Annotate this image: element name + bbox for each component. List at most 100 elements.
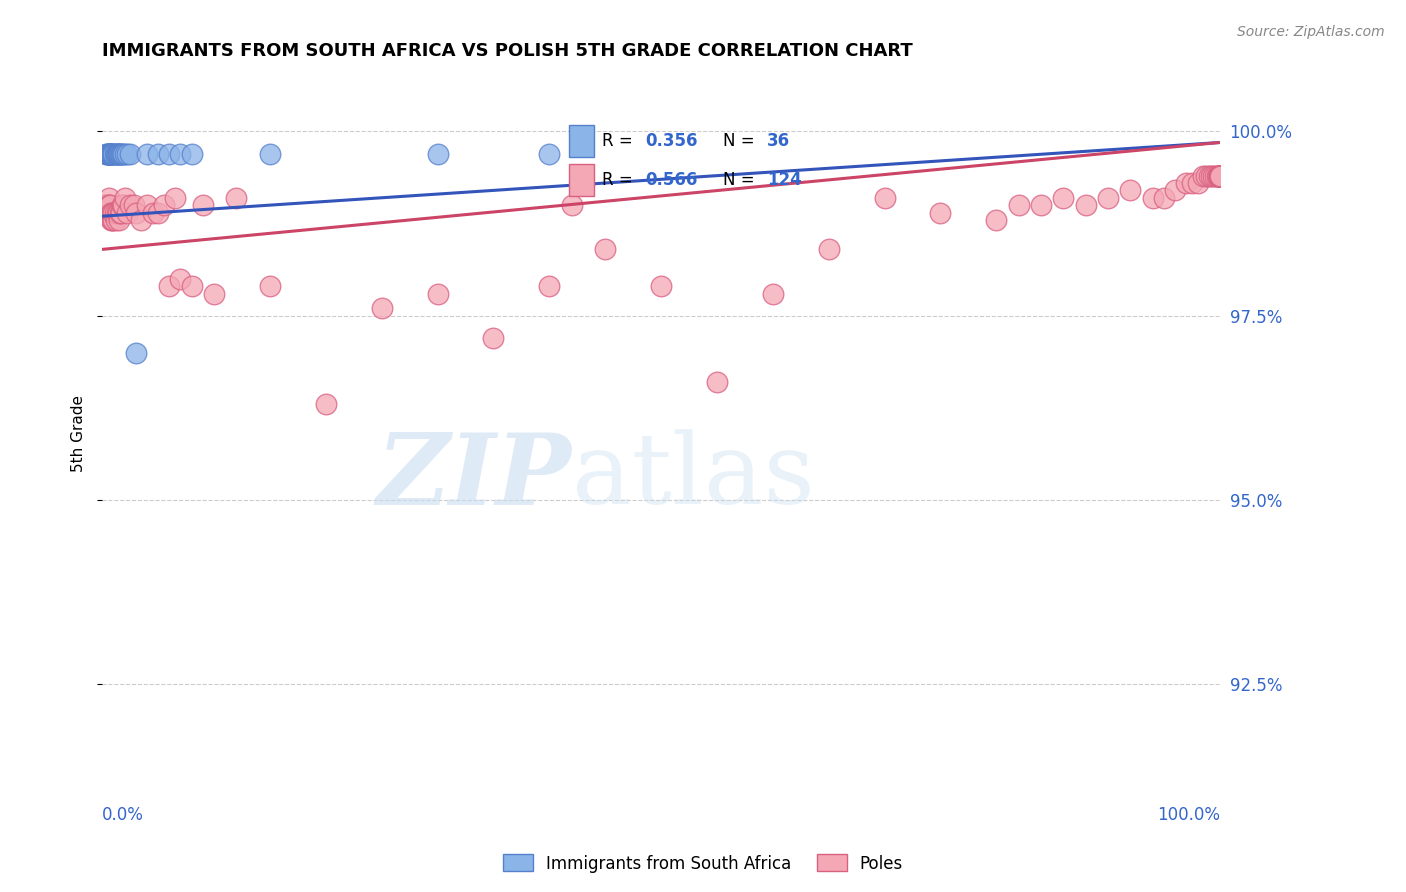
Point [426,286,449,301]
Point [1008,198,1031,212]
Point [538,279,561,293]
Point [929,205,952,219]
Point [97,146,120,161]
Point [112,146,135,161]
Point [96,146,118,161]
Point [103,205,125,219]
Point [104,146,127,161]
Point [110,146,132,161]
Point [96,198,118,212]
Point [1209,169,1232,183]
Point [94,146,117,161]
Text: 0.0%: 0.0% [103,806,143,824]
Point [94,198,117,212]
Point [97,198,120,212]
Point [1209,169,1232,183]
Point [103,205,125,219]
Point [120,146,142,161]
Point [108,213,131,227]
Point [163,191,186,205]
Point [1209,169,1232,183]
Point [120,198,142,212]
Point [122,198,145,212]
Point [98,146,121,161]
Point [1209,169,1232,183]
Point [146,146,169,161]
Point [225,191,247,205]
Point [97,146,120,161]
Point [107,146,129,161]
Point [103,213,125,227]
Point [125,205,148,219]
Point [259,146,281,161]
Point [1209,169,1232,183]
Point [100,146,122,161]
Point [96,198,118,212]
Point [1209,169,1232,183]
Point [103,146,125,161]
Point [141,205,163,219]
Point [101,213,124,227]
Point [108,146,131,161]
Point [1209,169,1232,183]
Point [1209,169,1232,183]
Point [94,198,117,212]
Point [1209,169,1232,183]
Point [1209,169,1232,183]
Point [107,205,129,219]
Point [1209,169,1232,183]
Point [1199,169,1222,183]
Point [108,146,131,161]
Point [1209,169,1232,183]
Point [1204,169,1226,183]
Point [1209,169,1232,183]
Point [1175,176,1198,190]
Point [1209,169,1232,183]
Point [100,205,122,219]
Point [1209,169,1232,183]
Point [191,198,214,212]
Point [1209,169,1232,183]
Point [1181,176,1204,190]
Point [101,146,124,161]
Point [1209,169,1232,183]
Text: atlas: atlas [572,429,814,525]
Point [202,286,225,301]
Point [105,146,128,161]
Point [98,205,121,219]
Point [108,205,131,219]
Point [1198,169,1220,183]
Point [1209,169,1232,183]
Text: IMMIGRANTS FROM SOUTH AFRICA VS POLISH 5TH GRADE CORRELATION CHART: IMMIGRANTS FROM SOUTH AFRICA VS POLISH 5… [103,42,912,60]
Point [169,146,191,161]
Point [538,146,561,161]
Point [93,198,115,212]
Point [1209,169,1232,183]
Point [1209,169,1232,183]
Point [114,191,136,205]
Point [482,331,505,345]
Point [101,146,124,161]
Point [125,345,148,359]
Point [101,205,124,219]
Point [135,198,157,212]
Point [135,146,157,161]
Point [107,146,129,161]
Point [1209,169,1232,183]
Point [1209,169,1232,183]
Point [1052,191,1074,205]
Point [1164,183,1187,197]
Point [1208,169,1230,183]
Point [157,146,180,161]
Point [98,146,121,161]
Legend: Immigrants from South Africa, Poles: Immigrants from South Africa, Poles [496,847,910,880]
Point [111,146,134,161]
Point [110,205,132,219]
Point [1209,169,1232,183]
Point [706,375,728,389]
Point [97,198,120,212]
Point [1142,191,1164,205]
Point [986,213,1008,227]
Point [1209,169,1232,183]
Point [561,198,583,212]
